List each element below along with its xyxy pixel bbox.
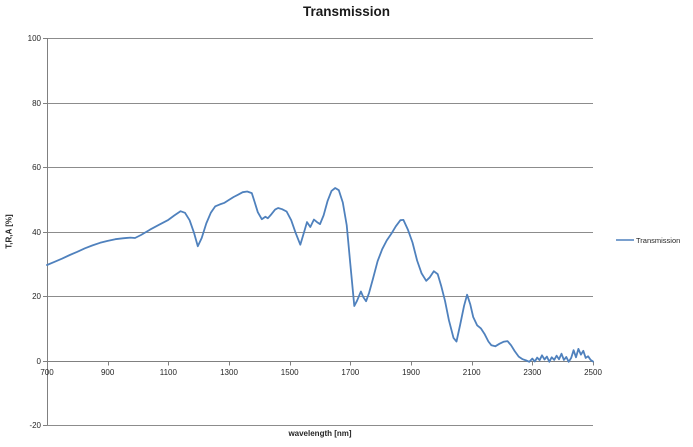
legend-line-icon [616,239,634,241]
legend-label: Transmission [636,235,681,245]
x-axis-title: wavelength [nm] [288,429,352,438]
legend: Transmission [615,234,680,246]
chart-title: Transmission [302,4,391,19]
series-line-transmission [46,187,594,363]
